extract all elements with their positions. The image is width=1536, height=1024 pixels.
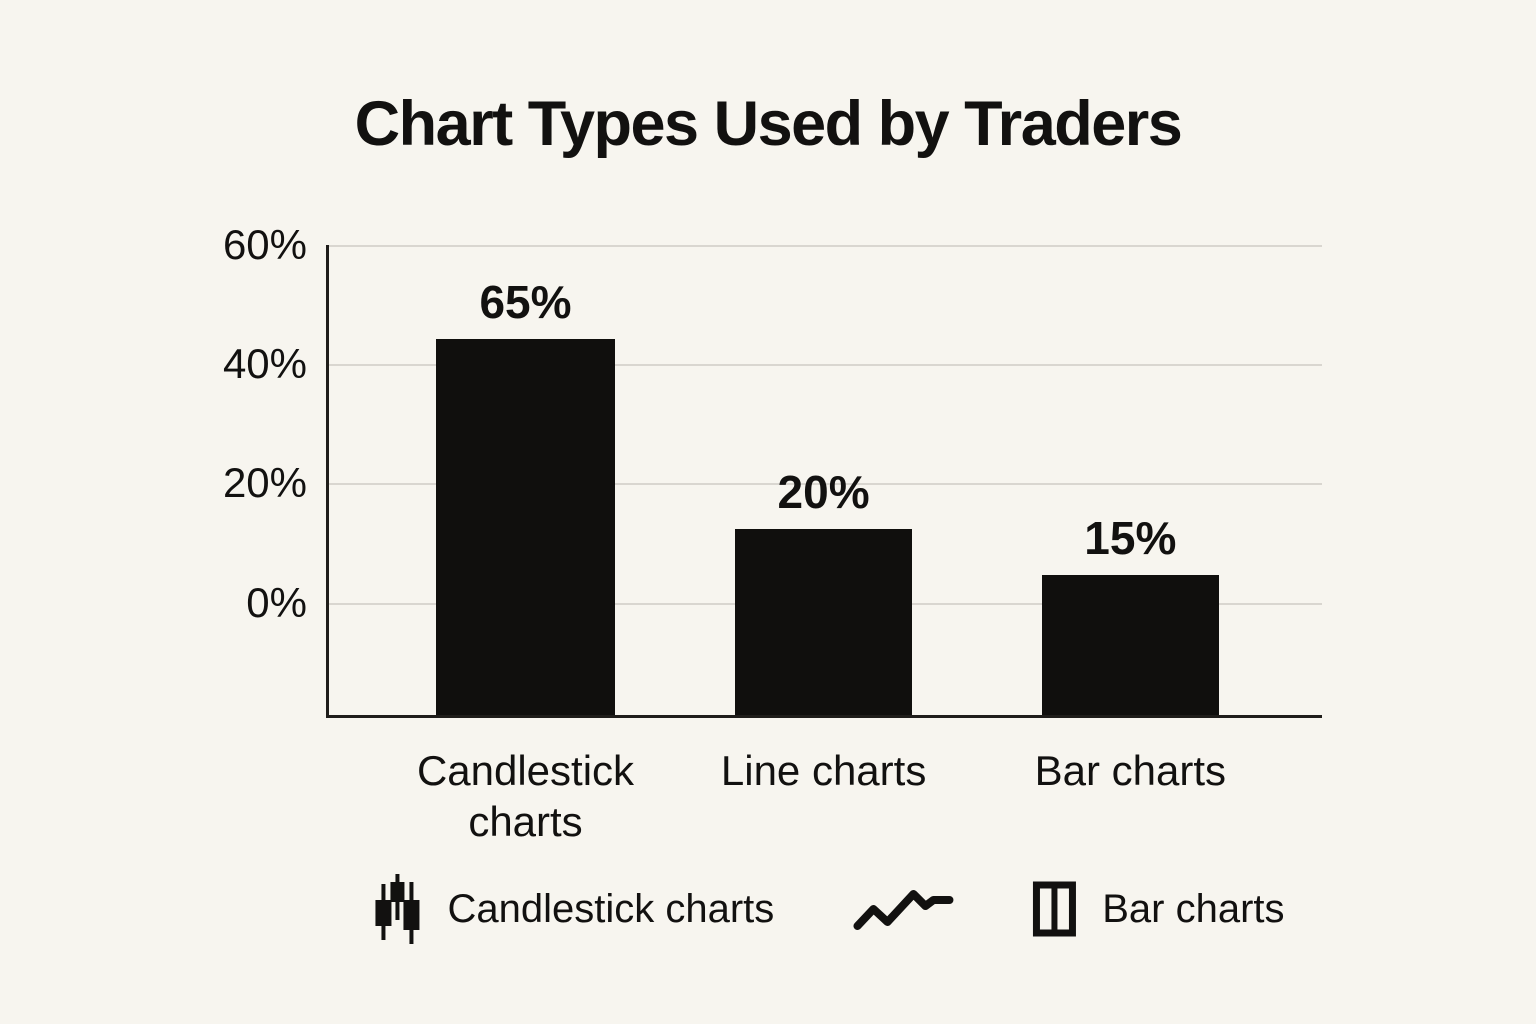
bar-candlestick-charts: 65% [435,276,616,715]
y-axis-tick-label: 40% [222,340,307,388]
bar-value-label: 15% [1084,511,1177,564]
bar-value-label: 65% [479,275,572,328]
bar-bar-charts: 15% [1041,512,1219,715]
y-axis-tick-label: 20% [222,459,307,507]
y-axis-tick-label: 0% [246,578,307,626]
legend-item-candlestick: Candlestick charts [373,874,774,944]
candlestick-icon [373,874,421,944]
bar-line-charts: 20% [734,466,913,715]
gridline [329,364,1322,367]
legend-label-bar: Bar charts [1102,886,1285,931]
plot-area: 60% 40% 20% 0% 65% Candlestick charts 20% Line … [223,224,1322,845]
gridline [329,245,1322,247]
gridline [329,483,1322,486]
legend-item-line [852,883,954,935]
legend-item-bar: Bar charts [1032,881,1285,937]
legend-label-candlestick: Candlestick charts [447,886,775,931]
bar-value-label: 20% [777,466,870,519]
legend: Candlestick charts Bar charts [373,874,1285,944]
x-axis-category-label: Candlestick charts [416,747,635,846]
bar-icon [1032,881,1076,937]
line-icon [852,883,954,935]
x-axis-category-label: Bar charts [1034,747,1227,794]
x-axis-category-label: Line charts [720,747,927,794]
chart-title: Chart Types Used by Traders [354,89,1183,159]
y-axis-tick-label: 60% [222,221,307,268]
